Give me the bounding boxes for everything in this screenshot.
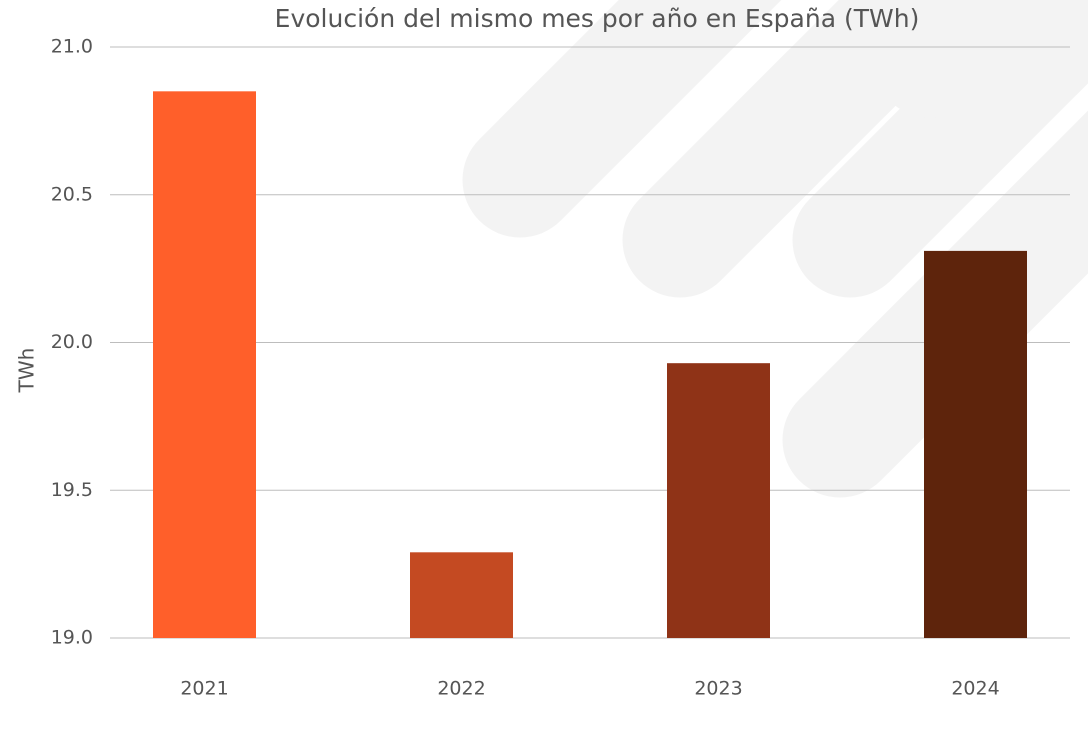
bar: [924, 250, 1027, 638]
chart-title: Evolución del mismo mes por año en Españ…: [275, 4, 920, 33]
bar: [667, 363, 770, 638]
bar: [410, 552, 513, 638]
x-tick-label: 2021: [180, 678, 228, 700]
y-tick-label: 20.5: [51, 183, 93, 205]
y-tick-label: 21.0: [51, 36, 93, 58]
y-tick-label: 19.5: [51, 479, 93, 501]
x-tick-label: 2023: [694, 678, 742, 700]
x-tick-label: 2024: [951, 678, 999, 700]
y-tick-label: 19.0: [51, 627, 93, 649]
bar: [153, 91, 256, 638]
y-tick-label: 20.0: [51, 331, 93, 353]
x-tick-label: 2022: [437, 678, 485, 700]
y-axis-label: TWh: [15, 348, 39, 394]
